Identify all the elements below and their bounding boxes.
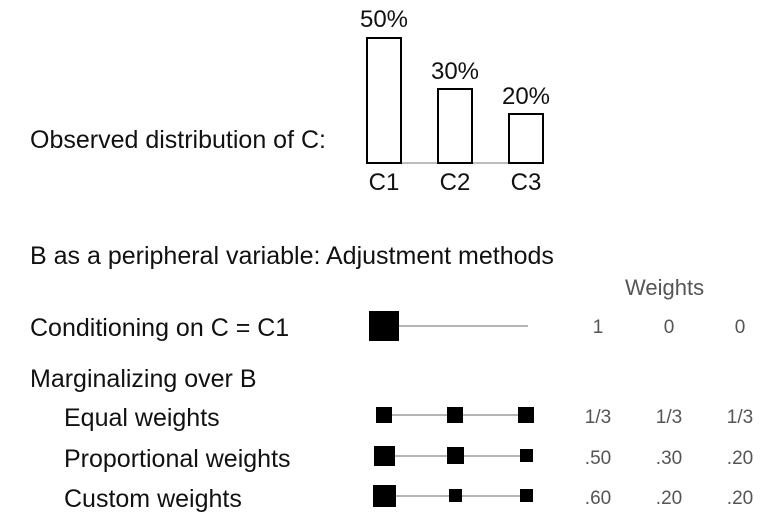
bar-c1-value-label: 50% xyxy=(359,6,409,33)
conditioning-weight-c2: 0 xyxy=(663,317,675,338)
conditioning-weight-square-c1 xyxy=(369,311,399,341)
bar-c2 xyxy=(437,88,473,164)
bar-c3-value-label: 20% xyxy=(501,83,551,110)
proportional-weight-c3: .20 xyxy=(726,448,754,469)
custom-weight-square-c1 xyxy=(373,485,396,507)
marginalizing-label: Marginalizing over B xyxy=(30,365,257,393)
proportional-weights-label: Proportional weights xyxy=(64,445,291,473)
bar-c1-category-label: C1 xyxy=(368,169,400,196)
bar-c1 xyxy=(366,37,402,164)
proportional-weight-c2: .30 xyxy=(655,448,683,469)
conditioning-weight-c3: 0 xyxy=(734,317,746,338)
weights-header: Weights xyxy=(625,275,705,300)
observed-distribution-label: Observed distribution of C: xyxy=(30,126,326,154)
conditioning-line xyxy=(384,325,528,327)
conditioning-weight-c1: 1 xyxy=(592,317,604,338)
bar-c2-category-label: C2 xyxy=(439,169,471,196)
custom-weight-c1: .60 xyxy=(584,488,612,509)
bar-c2-value-label: 30% xyxy=(430,58,480,85)
section-title: B as a peripheral variable: Adjustment m… xyxy=(30,242,554,270)
custom-weight-c2: .20 xyxy=(655,488,683,509)
bar-c3-category-label: C3 xyxy=(510,169,542,196)
equal-weight-c1: 1/3 xyxy=(584,407,612,428)
custom-weight-c3: .20 xyxy=(726,488,754,509)
equal-weight-c2: 1/3 xyxy=(655,407,683,428)
proportional-weight-square-c2 xyxy=(447,447,464,464)
equal-weight-square-c1 xyxy=(376,407,392,423)
conditioning-label: Conditioning on C = C1 xyxy=(30,314,290,342)
custom-weight-square-c3 xyxy=(520,489,533,502)
equal-weight-square-c2 xyxy=(447,407,463,423)
custom-weight-square-c2 xyxy=(449,489,462,502)
equal-weights-label: Equal weights xyxy=(64,404,220,432)
proportional-weight-square-c1 xyxy=(374,446,395,466)
proportional-weight-c1: .50 xyxy=(584,448,612,469)
proportional-weight-square-c3 xyxy=(520,449,533,462)
equal-weight-square-c3 xyxy=(518,407,534,423)
custom-weights-label: Custom weights xyxy=(64,485,242,513)
equal-weight-c3: 1/3 xyxy=(726,407,754,428)
bar-c3 xyxy=(508,113,544,164)
